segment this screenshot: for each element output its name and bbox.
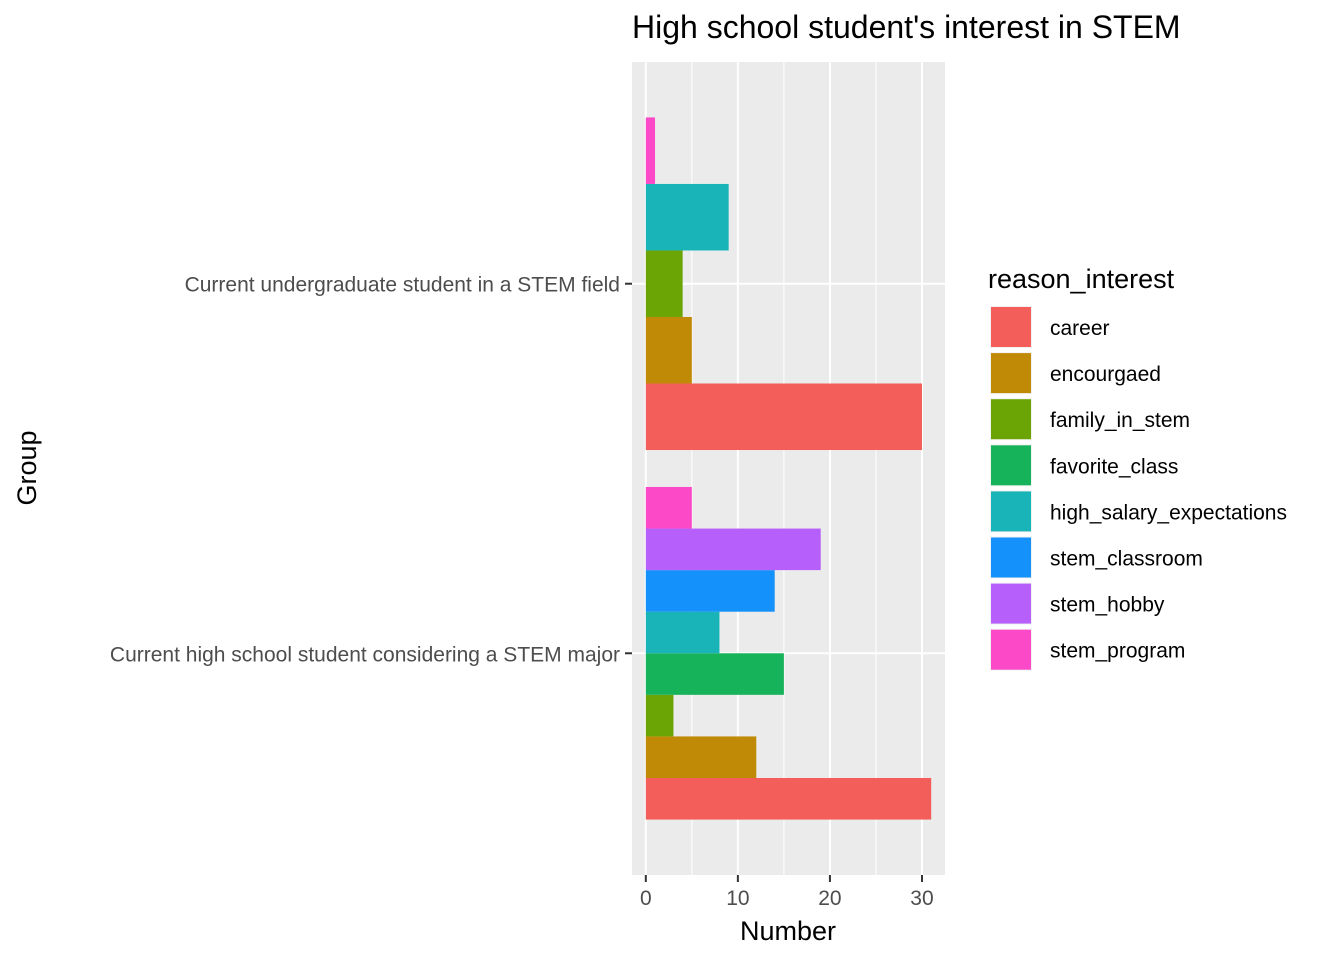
- legend-key-stem_program: [991, 629, 1031, 670]
- legend-key-stem_hobby: [991, 583, 1031, 624]
- legend-title: reason_interest: [988, 264, 1175, 294]
- chart-title: High school student's interest in STEM: [632, 9, 1181, 45]
- bar-family_in_stem: [645, 250, 683, 317]
- x-axis-title: Number: [740, 916, 836, 946]
- x-tick-label: 0: [640, 887, 652, 910]
- legend-label: favorite_class: [1050, 455, 1178, 478]
- y-axis: Current undergraduate student in a STEM …: [110, 274, 632, 666]
- legend-label: high_salary_expectations: [1050, 501, 1287, 524]
- x-tick-label: 30: [910, 887, 933, 910]
- legend-key-career: [991, 307, 1031, 347]
- bar-family_in_stem: [645, 694, 674, 737]
- bar-encourgaed: [645, 316, 692, 384]
- y-axis-title: Group: [12, 430, 42, 505]
- bar-career: [645, 777, 932, 820]
- bar-career: [645, 383, 922, 451]
- y-tick-label: Current undergraduate student in a STEM …: [185, 274, 620, 297]
- x-tick-label: 10: [726, 887, 749, 910]
- y-tick-label: Current high school student considering …: [110, 643, 620, 666]
- bar-encourgaed: [645, 736, 757, 778]
- bar-stem_program: [645, 117, 656, 184]
- legend-key-high_salary_expectations: [991, 491, 1031, 532]
- bar-stem_hobby: [645, 528, 821, 571]
- bar-high_salary_expectations: [645, 183, 729, 251]
- legend-key-stem_classroom: [991, 537, 1031, 578]
- legend-label: stem_hobby: [1050, 594, 1165, 617]
- legend-key-family_in_stem: [991, 399, 1031, 440]
- bar-stem_program: [645, 486, 692, 529]
- legend-label: family_in_stem: [1050, 409, 1190, 432]
- legend-label: stem_program: [1050, 640, 1185, 663]
- bars: [645, 117, 932, 820]
- legend-key-favorite_class: [991, 445, 1031, 486]
- x-tick-label: 20: [818, 887, 841, 910]
- legend-label: encourgaed: [1050, 363, 1161, 386]
- bar-favorite_class: [645, 653, 784, 695]
- legend-label: career: [1050, 317, 1110, 340]
- legend: reason_interest career encourgaed family_i…: [988, 264, 1287, 671]
- legend-key-encourgaed: [991, 353, 1031, 394]
- x-axis: 0 10 20 30: [640, 875, 934, 910]
- bar-stem_classroom: [645, 570, 775, 612]
- bar-high_salary_expectations: [645, 611, 720, 654]
- legend-label: stem_classroom: [1050, 548, 1203, 571]
